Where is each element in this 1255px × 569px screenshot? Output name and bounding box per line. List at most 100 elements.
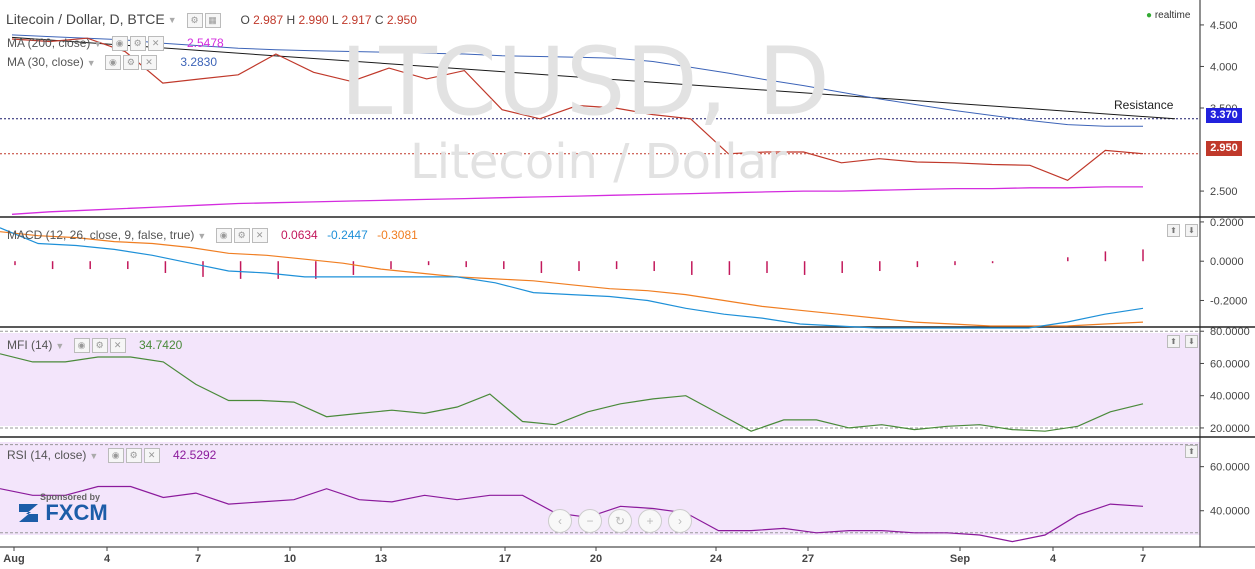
ohlc-high: 2.990 <box>298 13 329 27</box>
close-icon[interactable]: ✕ <box>251 228 268 244</box>
visibility-icon[interactable]: ◉ <box>111 36 128 52</box>
ohlc-high-label: H <box>286 13 296 27</box>
ohlc-open-label: O <box>240 13 250 27</box>
macd-line <box>0 227 1144 329</box>
close-icon[interactable]: ✕ <box>147 36 164 52</box>
ohlc-close: 2.950 <box>386 13 417 27</box>
ohlc-close-label: C <box>374 13 384 27</box>
settings-icon[interactable]: ⚙ <box>125 448 142 464</box>
ma30-legend: MA (30, close) ▼ ◉ ⚙ ✕ 3.2830 <box>7 55 218 71</box>
ohlc-open: 2.987 <box>253 13 284 27</box>
y-tick-label: 4.500 <box>1210 20 1238 32</box>
chart-nav-controls: ‹ − ↻ + › <box>548 509 692 533</box>
pane-move-down-icon[interactable]: ⬇ <box>1185 224 1198 237</box>
mfi-label[interactable]: MFI (14) <box>7 338 53 352</box>
y-tick-label: -0.2000 <box>1210 295 1247 307</box>
realtime-label: realtime <box>1154 10 1191 21</box>
mfi-band-fill <box>0 333 1200 426</box>
x-tick-label: 10 <box>284 553 296 565</box>
mfi-legend: MFI (14) ▼ ◉ ⚙ ✕ 34.7420 <box>7 338 183 354</box>
settings-icon[interactable]: ⚙ <box>233 228 250 244</box>
fxcm-brand: FXCM <box>45 500 108 525</box>
macd-label[interactable]: MACD (12, 26, close, 9, false, true) <box>7 228 195 242</box>
y-tick-label: 2.500 <box>1210 186 1238 198</box>
watermark-symbol: LTCUSD, D <box>340 28 830 137</box>
pane-move-up-icon[interactable]: ⬆ <box>1167 224 1180 237</box>
ohlc-readout: O 2.987 H 2.990 L 2.917 C 2.950 <box>240 13 416 27</box>
settings-icon[interactable]: ⚙ <box>122 55 139 71</box>
pane-move-up-icon[interactable]: ⬆ <box>1185 445 1198 458</box>
ma30-label[interactable]: MA (30, close) <box>7 55 84 69</box>
x-tick-label: 20 <box>590 553 602 565</box>
chevron-down-icon[interactable]: ▼ <box>86 57 96 68</box>
mfi-value: 34.7420 <box>138 338 183 352</box>
rsi-line <box>0 485 1144 543</box>
ohlc-low: 2.917 <box>341 13 372 27</box>
y-tick-label: 60.0000 <box>1210 358 1250 370</box>
macd-legend: MACD (12, 26, close, 9, false, true) ▼ ◉ ⚙… <box>7 228 418 244</box>
macd-signal-value: -0.3081 <box>377 228 418 242</box>
pane-move-up-icon[interactable]: ⬆ <box>1167 335 1180 348</box>
y-tick-label: 60.0000 <box>1210 462 1250 474</box>
y-tick-label: 80.0000 <box>1210 326 1250 338</box>
close-icon[interactable]: ✕ <box>143 448 160 464</box>
chevron-down-icon[interactable]: ▼ <box>89 450 99 461</box>
fxcm-logo[interactable]: FXCM <box>16 500 108 528</box>
price-line <box>11 37 1144 181</box>
chevron-down-icon[interactable]: ▼ <box>197 230 207 241</box>
ma200-line <box>11 186 1143 215</box>
rsi-legend: RSI (14, close) ▼ ◉ ⚙ ✕ 42.5292 <box>7 448 217 464</box>
visibility-icon[interactable]: ◉ <box>107 448 124 464</box>
rsi-value: 42.5292 <box>172 448 217 462</box>
macd-hist-value: 0.0634 <box>281 228 318 242</box>
resistance-label: Resistance <box>1114 98 1174 112</box>
sponsor-text: Sponsored by <box>40 492 101 502</box>
y-tick-label: 4.000 <box>1210 61 1238 73</box>
symbol-header: Litecoin / Dollar, D, BTCE ▼ ⚙ ▦ O 2.987 H… <box>6 11 417 28</box>
compare-icon[interactable]: ▦ <box>204 12 221 28</box>
y-tick-label: 20.0000 <box>1210 423 1250 435</box>
settings-icon[interactable]: ⚙ <box>186 12 203 28</box>
ma30-value: 3.2830 <box>180 55 218 69</box>
x-tick-label: 7 <box>1140 553 1146 565</box>
x-tick-label: 17 <box>499 553 511 565</box>
status-dot-icon: ● <box>1146 10 1153 21</box>
scroll-right-icon[interactable]: › <box>668 509 692 533</box>
ma200-legend: MA (200, close) ▼ ◉ ⚙ ✕ 2.5478 <box>7 36 224 52</box>
resistance-price-tag: 3.370 <box>1206 108 1242 123</box>
settings-icon[interactable]: ⚙ <box>91 338 108 354</box>
y-tick-label: 0.0000 <box>1210 256 1244 268</box>
scroll-left-icon[interactable]: ‹ <box>548 509 572 533</box>
visibility-icon[interactable]: ◉ <box>215 228 232 244</box>
realtime-indicator: ● realtime <box>1146 10 1190 21</box>
ma200-label[interactable]: MA (200, close) <box>7 36 91 50</box>
settings-icon[interactable]: ⚙ <box>129 36 146 52</box>
visibility-icon[interactable]: ◉ <box>104 55 121 71</box>
x-tick-label: 27 <box>802 553 814 565</box>
macd-signal-line <box>0 231 1144 327</box>
rsi-label[interactable]: RSI (14, close) <box>7 448 87 462</box>
pane-move-down-icon[interactable]: ⬇ <box>1185 335 1198 348</box>
close-icon[interactable]: ✕ <box>109 338 126 354</box>
mfi-line <box>0 353 1144 432</box>
resistance-trendline <box>11 36 1176 120</box>
reset-icon[interactable]: ↻ <box>608 509 632 533</box>
last-price-tag: 2.950 <box>1206 141 1242 156</box>
chevron-down-icon[interactable]: ▼ <box>167 15 177 26</box>
x-tick-label: 4 <box>1050 553 1057 565</box>
close-icon[interactable]: ✕ <box>140 55 157 71</box>
zoom-out-icon[interactable]: − <box>578 509 602 533</box>
fxcm-logo-icon <box>19 504 38 522</box>
visibility-icon[interactable]: ◉ <box>73 338 90 354</box>
x-tick-label: 7 <box>195 553 201 565</box>
y-tick-label: 0.2000 <box>1210 217 1244 229</box>
x-tick-label: Aug <box>3 553 24 565</box>
x-tick-label: Sep <box>950 553 970 565</box>
ohlc-low-label: L <box>331 13 339 27</box>
chevron-down-icon[interactable]: ▼ <box>55 340 65 351</box>
symbol-title[interactable]: Litecoin / Dollar, D, BTCE <box>6 11 165 27</box>
chevron-down-icon[interactable]: ▼ <box>93 38 103 49</box>
ma30-line <box>11 34 1143 127</box>
zoom-in-icon[interactable]: + <box>638 509 662 533</box>
